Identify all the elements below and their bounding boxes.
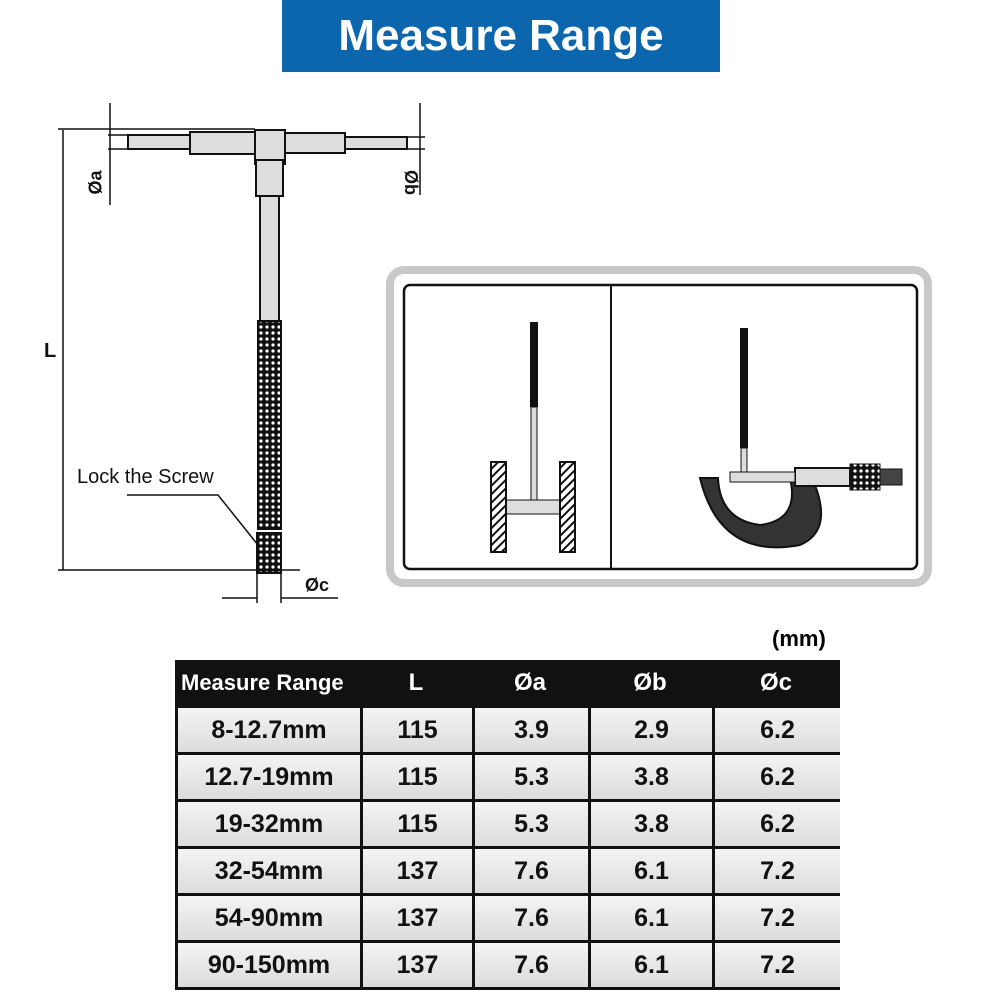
diameter-a-label: Øa <box>85 170 106 195</box>
table-cell: 6.1 <box>591 896 712 940</box>
table-cell: 2.9 <box>591 708 712 752</box>
title-banner: Measure Range <box>282 0 720 72</box>
table-cell: 137 <box>363 943 472 987</box>
micrometer-illustration <box>698 328 903 549</box>
table-row: 54-90mm 137 7.6 6.1 7.2 <box>175 896 840 940</box>
table-cell: 5.3 <box>475 755 588 799</box>
right-panel <box>386 266 932 587</box>
lock-screw-label: Lock the Screw <box>77 466 214 488</box>
table-cell: 6.2 <box>715 802 840 846</box>
table-cell: 6.2 <box>715 755 840 799</box>
table-cell: 3.8 <box>591 755 712 799</box>
unit-label: (mm) <box>772 626 826 651</box>
table-row: 8-12.7mm 115 3.9 2.9 6.2 <box>175 708 840 752</box>
table-cell: 12.7-19mm <box>178 755 360 799</box>
table-cell: 6.2 <box>715 708 840 752</box>
diameter-c-label: Øc <box>305 575 330 595</box>
header-measure-range: Measure Range <box>181 669 344 695</box>
table-cell: 3.8 <box>591 802 712 846</box>
telescoping-gauge-diagram <box>58 103 932 603</box>
header-l: L <box>408 668 424 696</box>
table-cell: 115 <box>363 708 472 752</box>
table-row: 12.7-19mm 115 5.3 3.8 6.2 <box>175 755 840 799</box>
table-cell: 7.6 <box>475 849 588 893</box>
header-c: Øc <box>759 668 792 696</box>
table-cell: 8-12.7mm <box>178 708 360 752</box>
table-cell: 137 <box>363 849 472 893</box>
table-cell: 7.2 <box>715 943 840 987</box>
table-cell: 54-90mm <box>178 896 360 940</box>
diameter-b-label: Øb <box>401 170 421 195</box>
dimension-lines <box>58 103 425 603</box>
table-cell: 115 <box>363 755 472 799</box>
table-row: 90-150mm 137 7.6 6.1 7.2 <box>175 943 840 987</box>
table-row: 32-54mm 137 7.6 6.1 7.2 <box>175 849 840 893</box>
table-cell: 6.1 <box>591 943 712 987</box>
spec-table: Measure Range L Øa Øb Øc 8-12.7mm 115 3.9 2… <box>175 660 840 990</box>
table-cell: 7.2 <box>715 896 840 940</box>
table-cell: 7.6 <box>475 896 588 940</box>
length-label: L <box>44 340 57 362</box>
table-cell: 5.3 <box>475 802 588 846</box>
table-cell: 90-150mm <box>178 943 360 987</box>
table-cell: 137 <box>363 896 472 940</box>
table-cell: 7.2 <box>715 849 840 893</box>
table-cell: 19-32mm <box>178 802 360 846</box>
table-row: 19-32mm 115 5.3 3.8 6.2 <box>175 802 840 846</box>
header-a: Øa <box>513 668 546 696</box>
table-cell: 115 <box>363 802 472 846</box>
table-cell: 3.9 <box>475 708 588 752</box>
table-cell: 7.6 <box>475 943 588 987</box>
table-cell: 32-54mm <box>178 849 360 893</box>
table-cell: 6.1 <box>591 849 712 893</box>
table-header: Measure Range L Øa Øb Øc <box>175 660 840 705</box>
bore-measurement-illustration <box>490 322 576 553</box>
header-b: Øb <box>633 668 667 696</box>
gauge-drawing <box>127 129 408 574</box>
